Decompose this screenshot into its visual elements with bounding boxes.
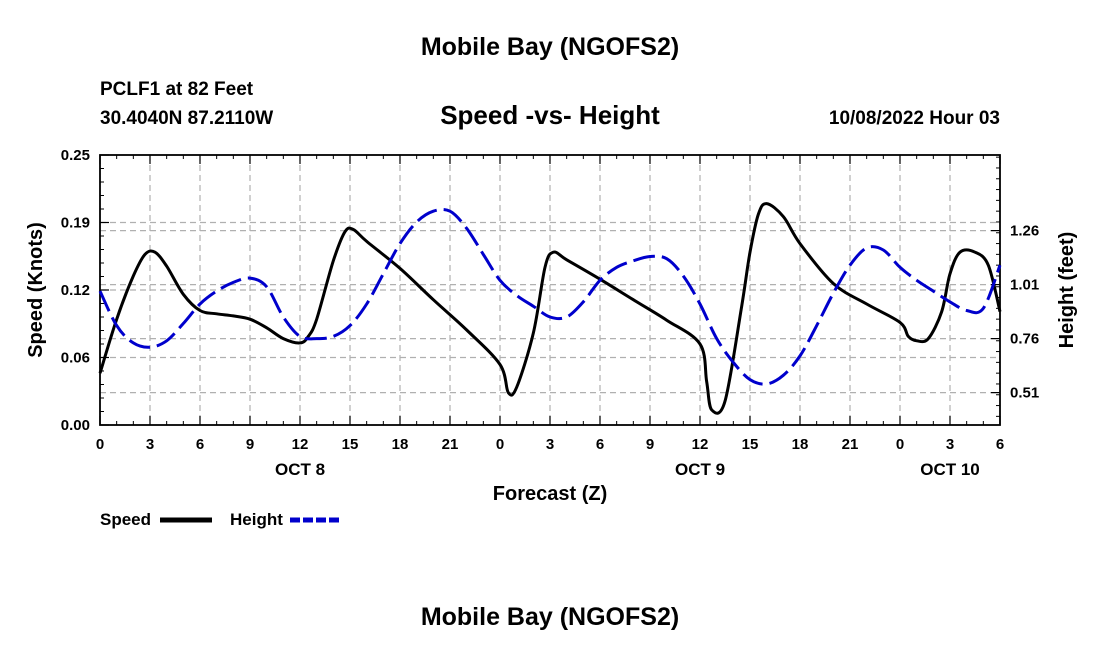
x-tick-label: 3 bbox=[146, 436, 154, 453]
coords-label: 30.4040N 87.2110W bbox=[100, 108, 273, 129]
x-tick-label: 9 bbox=[246, 436, 254, 453]
grid-lines bbox=[100, 155, 1000, 425]
y2-tick-label: 1.01 bbox=[1010, 277, 1039, 294]
y2-tick-label: 0.76 bbox=[1010, 331, 1039, 348]
x-tick-label: 21 bbox=[442, 436, 459, 453]
x-tick-label: 0 bbox=[496, 436, 504, 453]
datetime-label: 10/08/2022 Hour 03 bbox=[829, 108, 1000, 129]
series-line-height bbox=[98, 207, 1002, 386]
y-tick-label: 0.19 bbox=[61, 215, 90, 232]
legend: Speed Height bbox=[100, 510, 342, 529]
y-tick-label: 0.25 bbox=[61, 147, 90, 164]
y-tick-label: 0.12 bbox=[61, 282, 90, 299]
x-tick-label: 6 bbox=[996, 436, 1004, 453]
x-tick-label: 15 bbox=[742, 436, 759, 453]
x-tick-label: 21 bbox=[842, 436, 859, 453]
chart-title: Speed -vs- Height bbox=[440, 100, 660, 130]
x-tick-label: 12 bbox=[692, 436, 709, 453]
series-line-speed bbox=[98, 202, 1002, 415]
axes: 0 3 6 9 12 15 18 21 0 3 6 9 12 15 18 21 0 3 6 OCT 8 OCT 9 OCT… bbox=[61, 147, 1039, 479]
y2-tick-label: 0.51 bbox=[1010, 385, 1039, 402]
x-tick-label: 9 bbox=[646, 436, 654, 453]
y-axis-label: Speed (Knots) bbox=[25, 222, 47, 358]
plot-frame bbox=[99, 154, 1001, 426]
x-tick-label: 12 bbox=[292, 436, 309, 453]
legend-speed-label: Speed bbox=[100, 510, 151, 529]
x-tick-label: 6 bbox=[596, 436, 604, 453]
x-tick-label: 3 bbox=[546, 436, 554, 453]
series-lines bbox=[98, 202, 1002, 415]
footer-title: Mobile Bay (NGOFS2) bbox=[421, 603, 679, 631]
y-tick-label: 0.00 bbox=[61, 417, 90, 434]
x-tick-label: 15 bbox=[342, 436, 359, 453]
x-day-label: OCT 9 bbox=[675, 460, 725, 479]
x-day-label: OCT 10 bbox=[920, 460, 980, 479]
x-axis-label: Forecast (Z) bbox=[493, 483, 607, 505]
page-title: Mobile Bay (NGOFS2) bbox=[421, 33, 679, 61]
x-tick-label: 6 bbox=[196, 436, 204, 453]
x-tick-label: 18 bbox=[792, 436, 809, 453]
x-tick-label: 18 bbox=[392, 436, 409, 453]
x-tick-label: 0 bbox=[896, 436, 904, 453]
y2-tick-label: 1.26 bbox=[1010, 223, 1039, 240]
legend-height-label: Height bbox=[230, 510, 283, 529]
x-day-label: OCT 8 bbox=[275, 460, 325, 479]
x-tick-label: 0 bbox=[96, 436, 104, 453]
x-tick-label: 3 bbox=[946, 436, 954, 453]
y2-axis-label: Height (feet) bbox=[1056, 232, 1078, 349]
y-tick-label: 0.06 bbox=[61, 350, 90, 367]
station-label: PCLF1 at 82 Feet bbox=[100, 79, 254, 100]
